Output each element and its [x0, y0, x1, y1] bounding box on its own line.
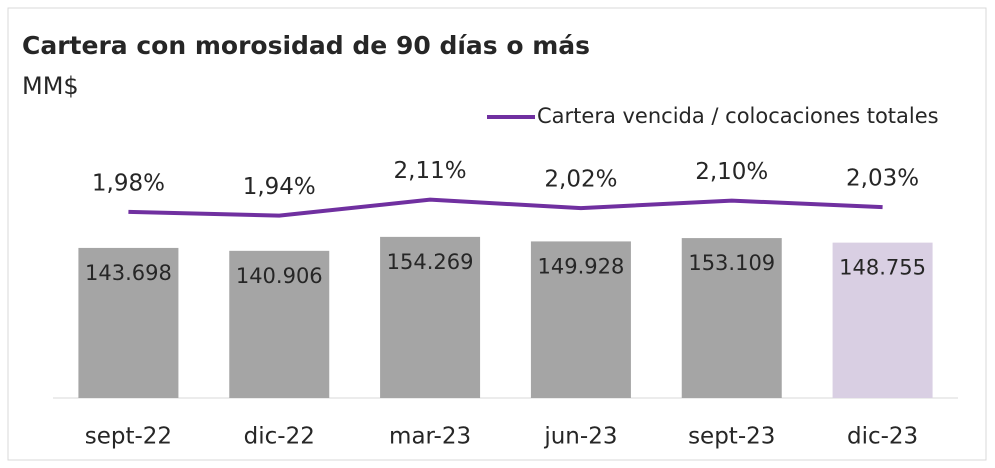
bar	[229, 250, 330, 398]
bar-value-label: 154.269	[387, 250, 474, 274]
bar-value-label: 149.928	[537, 254, 624, 278]
bar	[832, 242, 933, 398]
line-value-label: 2,02%	[544, 167, 617, 193]
x-tick-label: jun-23	[543, 424, 617, 450]
x-tick-label: mar-23	[389, 424, 471, 450]
bar	[78, 247, 179, 398]
x-tick-label: dic-23	[847, 424, 918, 450]
bar	[681, 238, 782, 398]
legend-label: Cartera vencida / colocaciones totales	[537, 104, 939, 128]
bar-value-label: 140.906	[236, 264, 323, 288]
bar-value-label: 148.755	[839, 256, 926, 280]
chart-subtitle: MM$	[22, 72, 79, 100]
line	[128, 197, 883, 218]
bar-value-label: 153.109	[688, 251, 775, 275]
line-value-label: 2,03%	[846, 166, 919, 192]
line-value-label: 2,11%	[394, 158, 467, 184]
line-value-label: 2,10%	[695, 159, 768, 185]
bar	[530, 241, 631, 398]
line-value-label: 1,94%	[243, 174, 316, 200]
chart-title: Cartera con morosidad de 90 días o más	[22, 31, 590, 60]
x-tick-label: dic-22	[244, 424, 315, 450]
x-tick-label: sept-22	[85, 424, 172, 450]
bar	[380, 236, 481, 398]
x-tick-label: sept-23	[688, 424, 775, 450]
line-value-label: 1,98%	[92, 170, 165, 196]
bar-value-label: 143.698	[85, 261, 172, 285]
